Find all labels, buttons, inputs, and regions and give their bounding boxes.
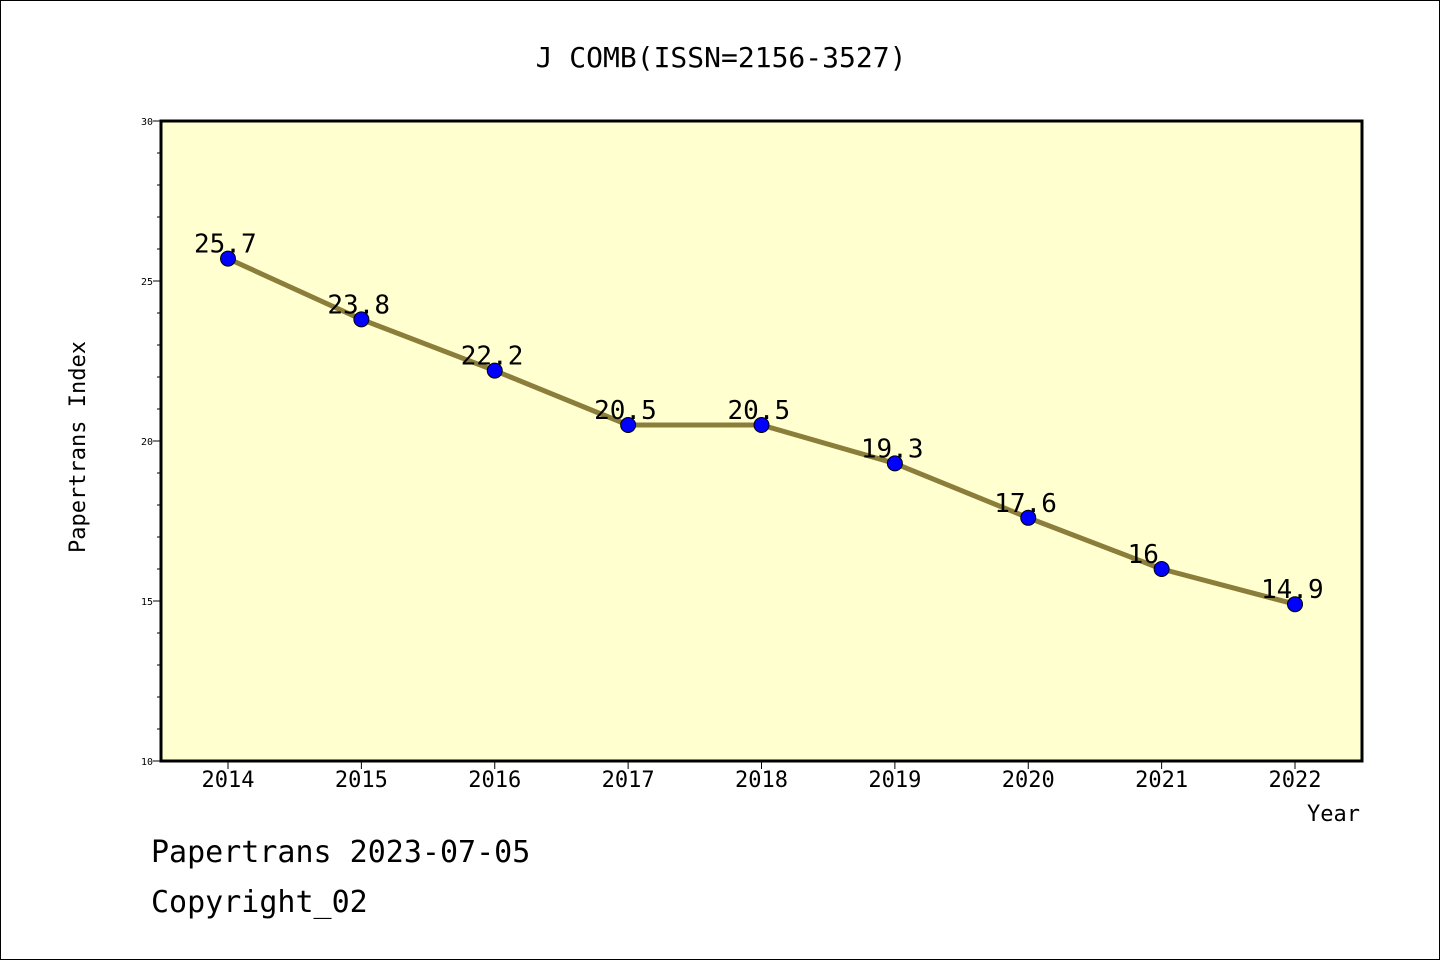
data-label: 17.6 [994, 489, 1057, 519]
x-tick-label: 2016 [468, 768, 521, 793]
data-point [753, 417, 770, 433]
footer-copyright: Copyright_02 [151, 885, 368, 920]
y-tick-label: 25 [141, 277, 153, 288]
y-tick-label: 10 [141, 757, 153, 768]
x-tick-label: 2015 [335, 768, 388, 793]
y-axis: 10 15 20 25 30 [141, 117, 161, 768]
y-tick-label: 30 [141, 117, 153, 128]
x-tick-label: 2019 [868, 768, 921, 793]
y-axis-label: Papertrans Index [66, 341, 91, 553]
data-label: 22.2 [461, 342, 524, 372]
data-point [886, 455, 903, 472]
data-label: 14.9 [1261, 575, 1324, 605]
x-axis: 2014 2015 2016 2017 2018 2019 2020 2021 2022 [202, 761, 1322, 793]
x-axis-label: Year [1307, 802, 1360, 827]
data-points [220, 250, 1303, 613]
footer-source: Papertrans 2023-07-05 [151, 835, 531, 870]
x-tick-label: 2017 [602, 768, 655, 793]
x-tick-label: 2020 [1002, 768, 1055, 793]
data-point [1287, 596, 1303, 613]
plot-area [161, 121, 1362, 761]
data-point [486, 362, 503, 379]
data-point [220, 250, 236, 267]
data-point [353, 311, 370, 328]
data-label: 23.8 [327, 290, 390, 320]
data-labels: 25.7 23.8 22.2 20.5 20.5 19.3 17.6 16 14.9 [194, 230, 1324, 606]
data-point [1153, 561, 1170, 577]
chart-title: J COMB(ISSN=2156-3527) [536, 41, 907, 74]
data-label: 25.7 [194, 230, 257, 260]
x-tick-label: 2021 [1135, 768, 1188, 793]
plot-border [159, 119, 1364, 763]
y-tick-label: 20 [141, 437, 153, 448]
data-point [1020, 509, 1037, 526]
data-label: 19.3 [861, 434, 924, 464]
x-tick-label: 2014 [202, 768, 255, 793]
y-tick-label: 15 [141, 597, 153, 608]
data-label: 20.5 [728, 396, 791, 426]
x-tick-label: 2022 [1269, 768, 1322, 793]
data-label: 20.5 [594, 396, 657, 426]
data-label: 16 [1128, 540, 1159, 570]
x-tick-label: 2018 [735, 768, 788, 793]
data-point [620, 417, 637, 433]
